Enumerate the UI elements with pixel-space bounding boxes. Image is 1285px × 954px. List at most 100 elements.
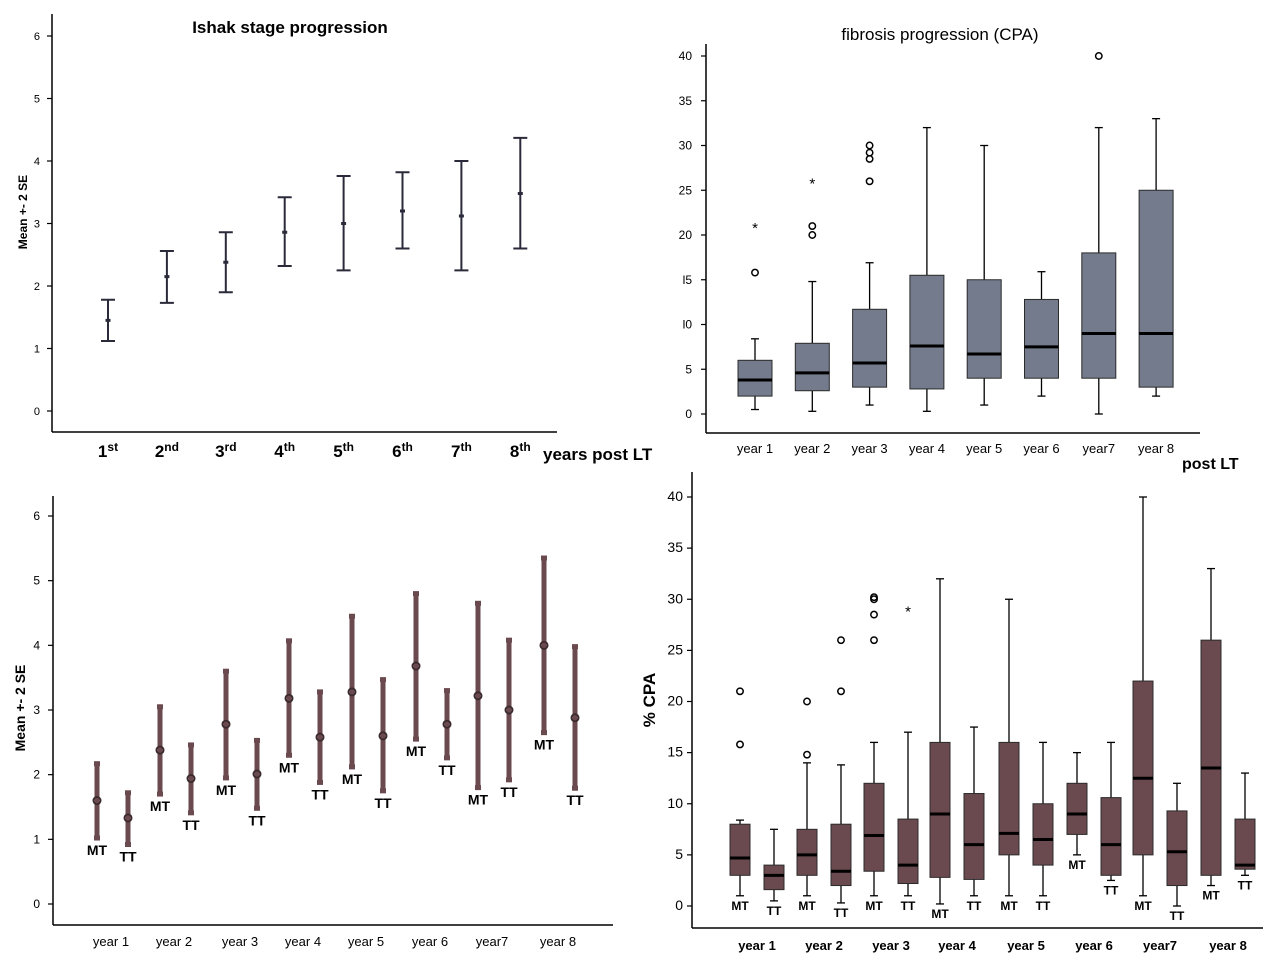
p3-series-label: TT bbox=[374, 795, 392, 811]
p4-series-label: MT bbox=[931, 907, 949, 921]
p4-boxplot-box bbox=[1200, 639, 1222, 876]
p4-series-label: MT bbox=[865, 899, 883, 913]
p2-title: fibrosis progression (CPA) bbox=[841, 25, 1038, 44]
p2-boxplot-box bbox=[1081, 252, 1117, 379]
p3-series-label: TT bbox=[119, 849, 137, 865]
p3-mean-marker bbox=[411, 661, 421, 671]
p1-ytick-label: 1 bbox=[34, 344, 40, 356]
p2-boxplot-outlier bbox=[865, 154, 874, 163]
p3-mean-marker bbox=[442, 719, 452, 729]
p3-mean-marker bbox=[284, 693, 294, 703]
p1-xtick-label: 5th bbox=[333, 440, 354, 461]
p4-ytick-label: 5 bbox=[675, 846, 683, 862]
p1-ytick-label: 5 bbox=[34, 94, 40, 106]
p4-series-label: TT bbox=[1104, 883, 1119, 897]
p3-series-label: MT bbox=[279, 759, 300, 775]
p3-mean-marker bbox=[504, 705, 514, 715]
p4-xtick-label: year 4 bbox=[938, 938, 976, 953]
p2-boxplot-box bbox=[737, 359, 773, 397]
p3-marks: 0 1 2 3 4 5 6 year 1 MT TT year 2 MT TT year 3 MT TT yea… bbox=[33, 496, 613, 949]
p3-xtick-label: year 1 bbox=[93, 934, 129, 949]
p2-boxplot-outlier bbox=[808, 231, 817, 239]
p2-boxplot-box bbox=[852, 308, 888, 388]
p2-xlabel: post LT bbox=[1182, 456, 1239, 473]
p3-ylabel: Mean +- 2 SE bbox=[12, 665, 28, 752]
p4-series-label: TT bbox=[767, 904, 782, 918]
p4-ytick-label: 25 bbox=[667, 641, 683, 657]
p3-mean-marker bbox=[570, 713, 580, 723]
p3-mean-marker bbox=[539, 640, 549, 650]
p2-ytick-label: 20 bbox=[679, 228, 693, 242]
p4-series-label: MT bbox=[1000, 899, 1018, 913]
p3-mean-marker bbox=[252, 769, 262, 779]
p4-boxplot-box bbox=[1100, 797, 1122, 876]
p4-boxplot-box bbox=[1032, 803, 1054, 866]
p3-mean-marker bbox=[92, 796, 102, 806]
p2-ytick-label: 5 bbox=[685, 362, 692, 376]
p2-boxplot-box bbox=[909, 274, 945, 390]
p3-ytick-label: 4 bbox=[33, 638, 40, 652]
p3-xtick-label: year7 bbox=[476, 934, 509, 949]
p4-boxplot-box bbox=[796, 828, 818, 876]
p3-xtick-label: year 5 bbox=[348, 934, 384, 949]
p4-boxplot-box bbox=[1234, 818, 1256, 870]
p2-boxplot-box bbox=[1024, 298, 1059, 379]
p3-series-label: TT bbox=[500, 784, 518, 800]
p3-series-label: MT bbox=[534, 737, 555, 753]
p4-series-label: MT bbox=[1068, 858, 1086, 872]
p3-mean-marker bbox=[315, 732, 325, 742]
p3-mean-marker bbox=[347, 687, 357, 697]
p2-boxplot-outlier bbox=[865, 177, 874, 186]
p4-boxplot-box bbox=[729, 823, 751, 876]
p1-ytick-label: 0 bbox=[34, 406, 40, 418]
p1-ylabel: Mean +- 2 SE bbox=[16, 175, 30, 249]
p4-boxplot-box bbox=[998, 741, 1020, 856]
p1-xtick-label: 7th bbox=[451, 440, 472, 461]
p1-xtick-label: 8th bbox=[510, 440, 531, 461]
p4-series-label: MT bbox=[798, 899, 816, 913]
p3-mean-marker bbox=[186, 774, 196, 784]
p4-ylabel: % CPA bbox=[640, 673, 659, 727]
p2-boxplot-outlier bbox=[751, 268, 759, 277]
p4-boxplot-box bbox=[1166, 810, 1188, 887]
p4-marks: 0 5 10 15 20 25 30 35 40 year 1 MT TT year 2 MT TT year… bbox=[667, 472, 1263, 953]
p4-boxplot-outlier bbox=[870, 610, 878, 619]
p3-series-label: MT bbox=[150, 798, 171, 814]
p3-series-label: MT bbox=[406, 743, 427, 759]
p1-xtick-label: 1st bbox=[98, 440, 118, 461]
p1-xtick-label: 6th bbox=[392, 440, 413, 461]
p3-series-label: MT bbox=[342, 771, 363, 787]
p4-xtick-label: year 1 bbox=[738, 938, 776, 953]
panel-ishak-stage: Ishak stage progression Mean +- 2 SE yea… bbox=[16, 14, 653, 464]
p4-series-label: TT bbox=[901, 899, 916, 913]
p4-boxplot-box bbox=[1066, 782, 1088, 835]
p3-series-label: TT bbox=[311, 786, 329, 802]
p4-boxplot-outlier bbox=[803, 750, 811, 759]
p4-boxplot-box bbox=[763, 864, 785, 891]
p2-boxplot-box bbox=[966, 279, 1002, 379]
p1-xtick-label: 4th bbox=[274, 440, 295, 461]
p3-ytick-label: 5 bbox=[33, 574, 40, 588]
p3-series-label: MT bbox=[87, 842, 108, 858]
p3-ytick-label: 2 bbox=[33, 768, 40, 782]
p1-title: Ishak stage progression bbox=[192, 18, 388, 37]
p2-boxplot-box bbox=[1138, 189, 1174, 388]
p3-ytick-label: 0 bbox=[33, 897, 40, 911]
p4-boxplot-box bbox=[897, 818, 919, 885]
p2-xtick-label: year 6 bbox=[1023, 441, 1059, 456]
p4-series-label: TT bbox=[1170, 909, 1185, 923]
p1-ytick-label: 4 bbox=[34, 156, 40, 168]
p1-ytick-label: 6 bbox=[34, 31, 40, 43]
p2-ytick-label: 25 bbox=[679, 183, 693, 197]
p3-mean-marker bbox=[221, 719, 231, 729]
p2-xtick-label: year 8 bbox=[1138, 441, 1174, 456]
p4-series-label: TT bbox=[1238, 878, 1253, 892]
p4-boxplot-outlier bbox=[837, 687, 845, 696]
p2-xtick-label: year 3 bbox=[852, 441, 888, 456]
p2-boxplot-extreme: * bbox=[809, 175, 815, 192]
p4-ytick-label: 35 bbox=[667, 539, 683, 555]
p4-boxplot-outlier bbox=[837, 636, 845, 645]
p2-ytick-label: l0 bbox=[683, 318, 693, 332]
panel-fibrosis-cpa: fibrosis progression (CPA) post LT 0 5 l0 l… bbox=[679, 25, 1239, 473]
